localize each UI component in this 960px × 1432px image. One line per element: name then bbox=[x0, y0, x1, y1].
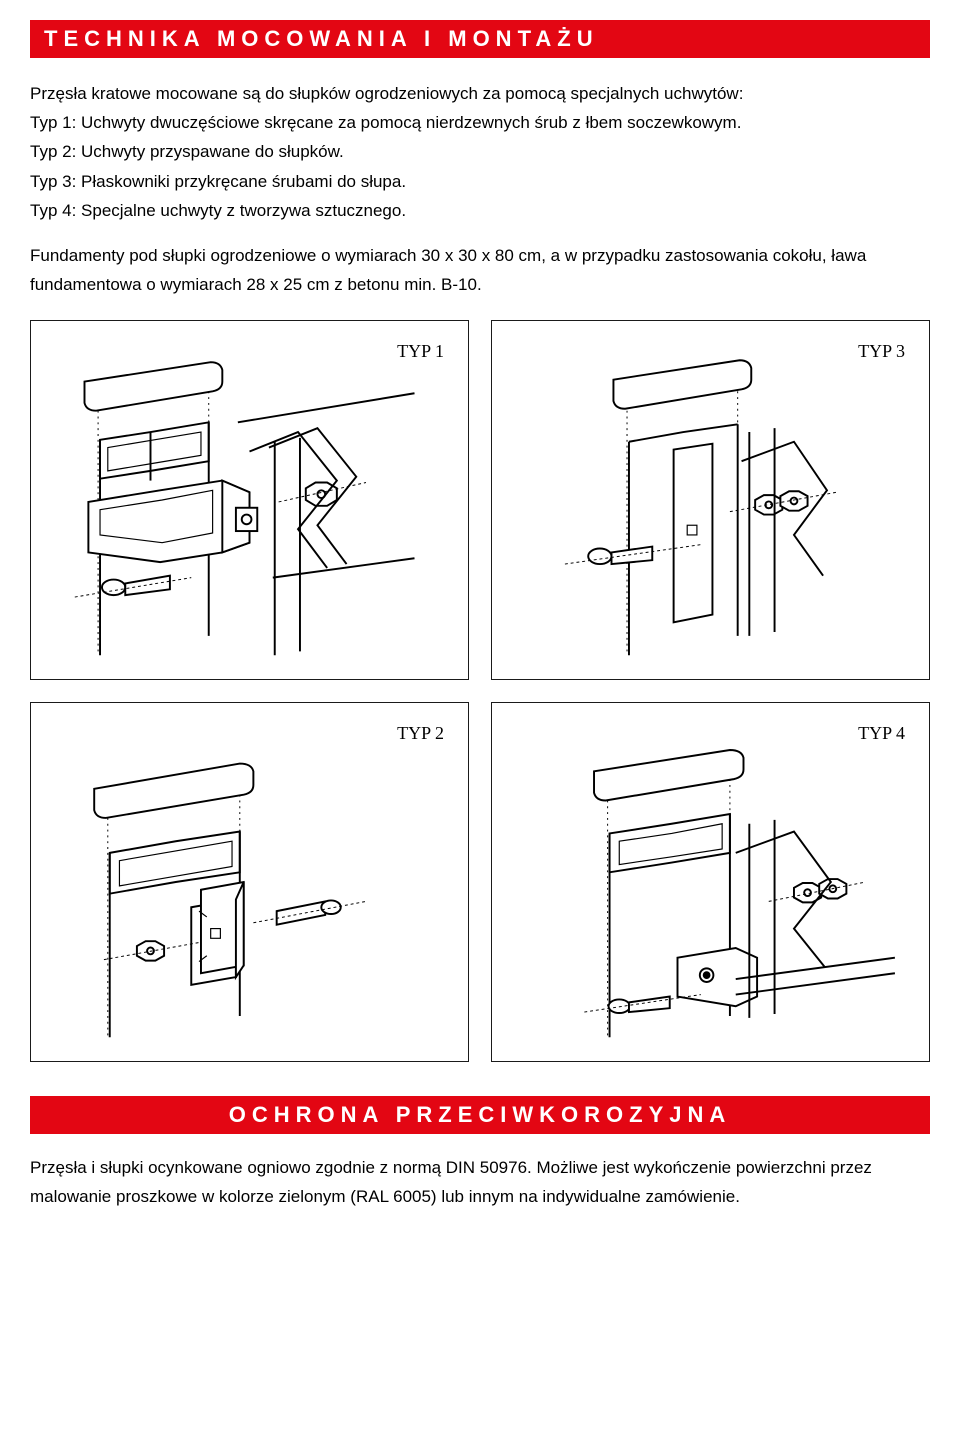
diagram-typ4-svg bbox=[506, 717, 915, 1047]
footer-block: Przęsła i słupki ocynkowane ogniowo zgod… bbox=[30, 1154, 930, 1212]
footer-text: Przęsła i słupki ocynkowane ogniowo zgod… bbox=[30, 1154, 930, 1212]
diagram-typ4: TYP 4 bbox=[491, 702, 930, 1062]
intro-lead: Przęsła kratowe mocowane są do słupków o… bbox=[30, 80, 930, 107]
diagram-typ3: TYP 3 bbox=[491, 320, 930, 680]
foundation-text: Fundamenty pod słupki ogrodzeniowe o wym… bbox=[30, 242, 930, 300]
diagram-grid: TYP 1 bbox=[30, 320, 930, 1062]
intro-block: Przęsła kratowe mocowane są do słupków o… bbox=[30, 80, 930, 224]
intro-type2: Typ 2: Uchwyty przyspawane do słupków. bbox=[30, 138, 930, 165]
diagram-typ2: TYP 2 bbox=[30, 702, 469, 1062]
diagram-typ3-svg bbox=[506, 335, 915, 665]
section-header: TECHNIKA MOCOWANIA I MONTAŻU bbox=[30, 20, 930, 58]
diagram-label-typ4: TYP 4 bbox=[858, 723, 905, 744]
diagram-label-typ3: TYP 3 bbox=[858, 341, 905, 362]
footer-header: OCHRONA PRZECIWKOROZYJNA bbox=[30, 1096, 930, 1134]
diagram-label-typ2: TYP 2 bbox=[397, 723, 444, 744]
diagram-typ1-svg bbox=[45, 335, 454, 665]
diagram-typ1: TYP 1 bbox=[30, 320, 469, 680]
diagram-label-typ1: TYP 1 bbox=[397, 341, 444, 362]
intro-type1: Typ 1: Uchwyty dwuczęściowe skręcane za … bbox=[30, 109, 930, 136]
foundation-block: Fundamenty pod słupki ogrodzeniowe o wym… bbox=[30, 242, 930, 300]
intro-type4: Typ 4: Specjalne uchwyty z tworzywa sztu… bbox=[30, 197, 930, 224]
intro-type3: Typ 3: Płaskowniki przykręcane śrubami d… bbox=[30, 168, 930, 195]
diagram-typ2-svg bbox=[45, 717, 454, 1047]
